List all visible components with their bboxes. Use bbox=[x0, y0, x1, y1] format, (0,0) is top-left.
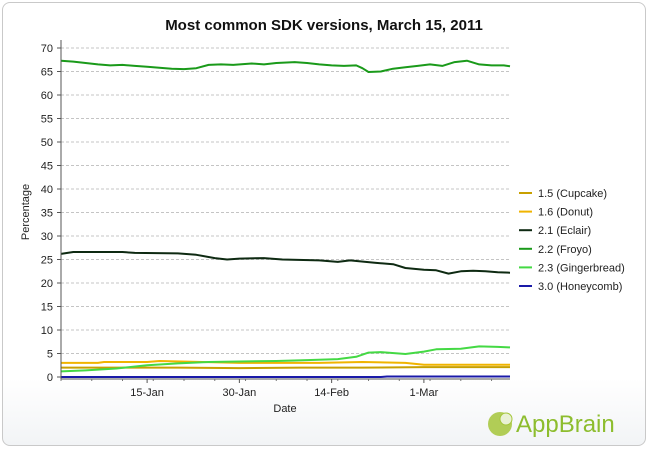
legend-label: 2.1 (Eclair) bbox=[538, 225, 591, 237]
y-axis-ticks: 0 5 10 15 20 25 30 35 40 45 50 55 60 65 70 bbox=[41, 43, 61, 384]
chart-title: Most common SDK versions, March 15, 2011 bbox=[165, 17, 483, 34]
series-line bbox=[61, 360, 510, 366]
appbrain-logo: AppBrain bbox=[488, 411, 615, 438]
y-tick-label: 40 bbox=[41, 184, 53, 196]
x-axis-label: Date bbox=[273, 403, 296, 415]
y-tick-label: 25 bbox=[41, 255, 53, 267]
legend: 1.5 (Cupcake) 1.6 (Donut) 2.1 (Eclair) 2.2 … bbox=[519, 188, 625, 293]
x-tick-label: 30-Jan bbox=[223, 387, 257, 399]
y-tick-label: 65 bbox=[41, 67, 53, 79]
legend-label: 2.3 (Gingerbread) bbox=[538, 262, 625, 274]
y-tick-label: 45 bbox=[41, 161, 53, 173]
x-axis-ticks: 15-Jan 30-Jan 14-Feb 1-Mar bbox=[60, 379, 493, 399]
y-tick-label: 10 bbox=[41, 325, 53, 337]
y-tick-label: 5 bbox=[47, 349, 53, 361]
y-tick-label: 70 bbox=[41, 43, 53, 55]
y-tick-label: 0 bbox=[47, 372, 53, 384]
y-tick-label: 35 bbox=[41, 208, 53, 220]
legend-label: 3.0 (Honeycomb) bbox=[538, 281, 622, 293]
x-tick-label: 14-Feb bbox=[314, 387, 349, 399]
series-line bbox=[60, 59, 511, 73]
x-tick-label: 15-Jan bbox=[130, 387, 164, 399]
series-lines bbox=[60, 59, 511, 378]
y-tick-label: 20 bbox=[41, 278, 53, 290]
y-tick-label: 60 bbox=[41, 90, 53, 102]
legend-label: 1.6 (Donut) bbox=[538, 207, 593, 219]
y-axis-label: Percentage bbox=[20, 184, 32, 240]
brand-name: AppBrain bbox=[516, 411, 615, 438]
y-tick-label: 55 bbox=[41, 114, 53, 126]
x-tick-label: 1-Mar bbox=[410, 387, 439, 399]
series-line bbox=[60, 345, 511, 373]
y-tick-label: 50 bbox=[41, 137, 53, 149]
y-tick-label: 30 bbox=[41, 231, 53, 243]
series-line bbox=[61, 375, 510, 378]
legend-label: 2.2 (Froyo) bbox=[538, 244, 592, 256]
legend-label: 1.5 (Cupcake) bbox=[538, 188, 607, 200]
gridlines bbox=[61, 47, 510, 354]
y-tick-label: 15 bbox=[41, 302, 53, 314]
series-line bbox=[60, 251, 511, 275]
chart-frame bbox=[2, 2, 646, 446]
